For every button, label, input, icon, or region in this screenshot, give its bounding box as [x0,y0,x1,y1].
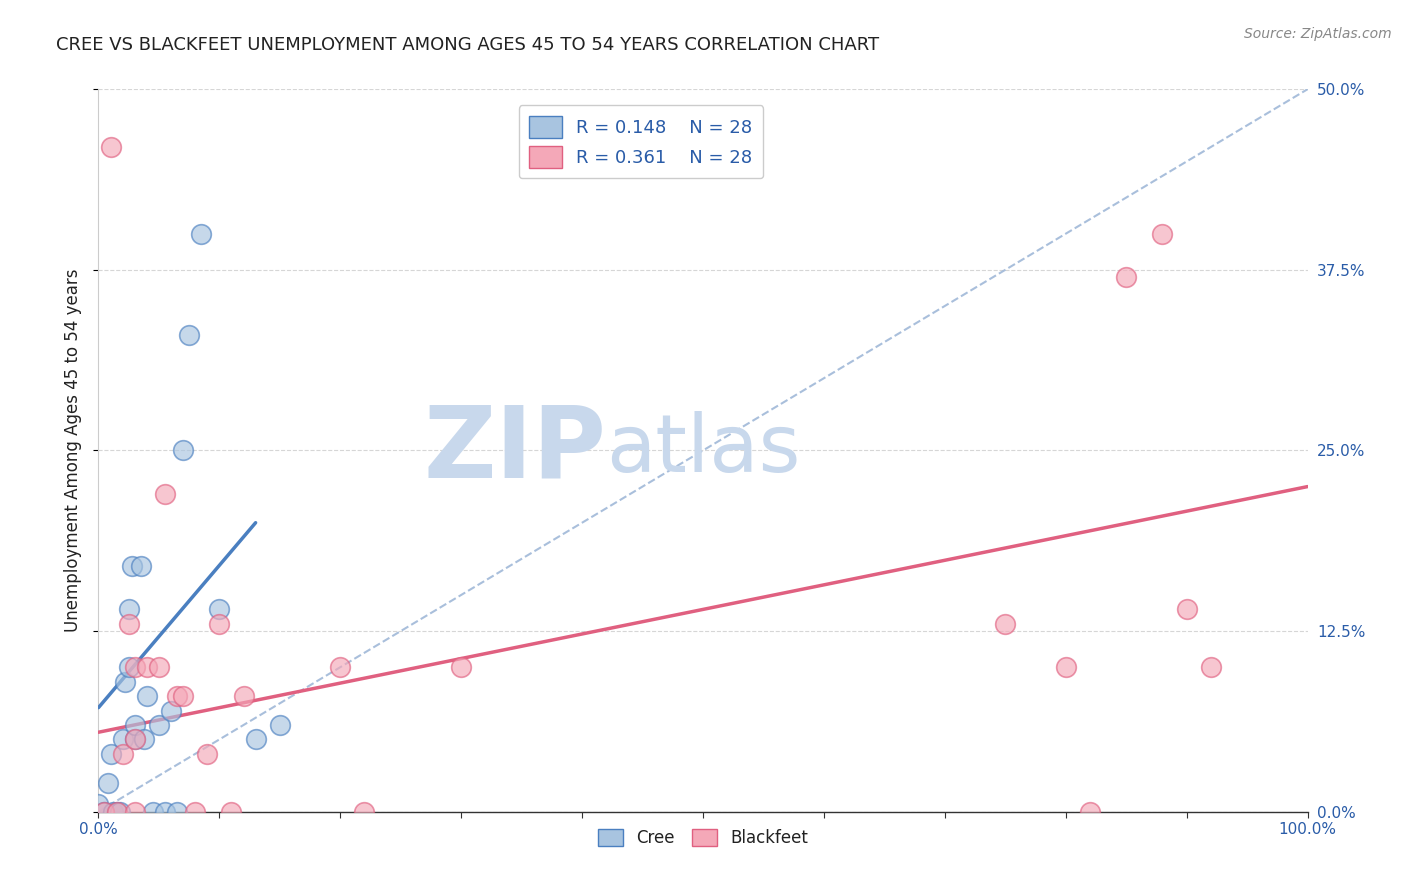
Point [1115,270,1137,285]
Point [105,805,128,819]
Point [118,616,141,631]
Point [208,616,231,631]
Point [121,559,143,574]
Point [111,732,134,747]
Point [172,443,194,458]
Text: ZIP: ZIP [423,402,606,499]
Point [1175,602,1198,616]
Point [124,805,146,819]
Point [208,602,231,616]
Point [124,660,146,674]
Point [105,805,128,819]
Point [1054,660,1077,674]
Point [148,660,170,674]
Y-axis label: Unemployment Among Ages 45 to 54 years: Unemployment Among Ages 45 to 54 years [65,268,83,632]
Text: Source: ZipAtlas.com: Source: ZipAtlas.com [1244,27,1392,41]
Point [329,660,352,674]
Point [269,718,291,732]
Point [114,674,136,689]
Point [190,227,212,241]
Point [221,805,243,819]
Point [100,140,122,154]
Point [153,805,176,819]
Text: CREE VS BLACKFEET UNEMPLOYMENT AMONG AGES 45 TO 54 YEARS CORRELATION CHART: CREE VS BLACKFEET UNEMPLOYMENT AMONG AGE… [56,36,879,54]
Legend: Cree, Blackfeet: Cree, Blackfeet [592,822,814,854]
Point [1152,227,1174,241]
Point [124,718,146,732]
Point [179,327,201,342]
Point [100,747,122,761]
Point [93,805,115,819]
Point [1199,660,1222,674]
Point [166,805,188,819]
Point [195,747,218,761]
Point [994,616,1017,631]
Point [108,805,131,819]
Point [160,704,183,718]
Point [142,805,165,819]
Point [184,805,207,819]
Point [148,718,170,732]
Point [135,660,157,674]
Point [232,689,254,703]
Point [153,487,176,501]
Point [245,732,267,747]
Point [166,689,188,703]
Point [1078,805,1101,819]
Point [353,805,375,819]
Point [118,602,141,616]
Point [124,732,146,747]
Point [172,689,194,703]
Point [87,797,110,812]
Point [97,776,120,790]
Point [134,732,156,747]
Point [124,732,146,747]
Point [93,805,115,819]
Point [450,660,472,674]
Point [118,660,141,674]
Point [111,747,134,761]
Text: atlas: atlas [606,411,800,490]
Point [101,805,124,819]
Point [135,689,157,703]
Point [129,559,152,574]
